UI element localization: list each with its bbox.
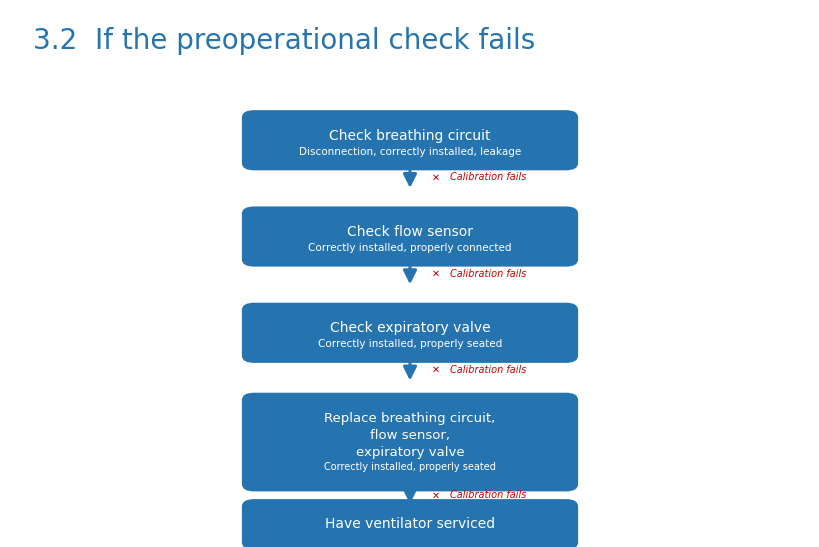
- Text: ✕: ✕: [432, 365, 440, 375]
- Text: Replace breathing circuit,
flow sensor,
expiratory valve: Replace breathing circuit, flow sensor, …: [324, 412, 495, 459]
- Text: Correctly installed, properly seated: Correctly installed, properly seated: [318, 339, 501, 349]
- FancyBboxPatch shape: [242, 206, 577, 266]
- FancyBboxPatch shape: [242, 499, 577, 547]
- Text: Calibration fails: Calibration fails: [450, 365, 526, 375]
- Text: ✕: ✕: [432, 491, 440, 501]
- Text: 3.2  If the preoperational check fails: 3.2 If the preoperational check fails: [33, 27, 535, 55]
- Text: Have ventilator serviced: Have ventilator serviced: [324, 517, 495, 531]
- Text: Correctly installed, properly seated: Correctly installed, properly seated: [324, 462, 495, 473]
- Text: Correctly installed, properly connected: Correctly installed, properly connected: [308, 243, 511, 253]
- Text: ✕: ✕: [432, 269, 440, 278]
- FancyBboxPatch shape: [242, 110, 577, 170]
- Text: Calibration fails: Calibration fails: [450, 172, 526, 182]
- Text: Check breathing circuit: Check breathing circuit: [329, 129, 490, 143]
- Text: Check flow sensor: Check flow sensor: [346, 225, 473, 239]
- Text: Calibration fails: Calibration fails: [450, 269, 526, 278]
- Text: Calibration fails: Calibration fails: [450, 491, 526, 501]
- Text: ✕: ✕: [432, 172, 440, 182]
- Text: Disconnection, correctly installed, leakage: Disconnection, correctly installed, leak…: [298, 147, 521, 156]
- FancyBboxPatch shape: [242, 302, 577, 363]
- FancyBboxPatch shape: [242, 393, 577, 491]
- Text: Check expiratory valve: Check expiratory valve: [329, 321, 490, 335]
